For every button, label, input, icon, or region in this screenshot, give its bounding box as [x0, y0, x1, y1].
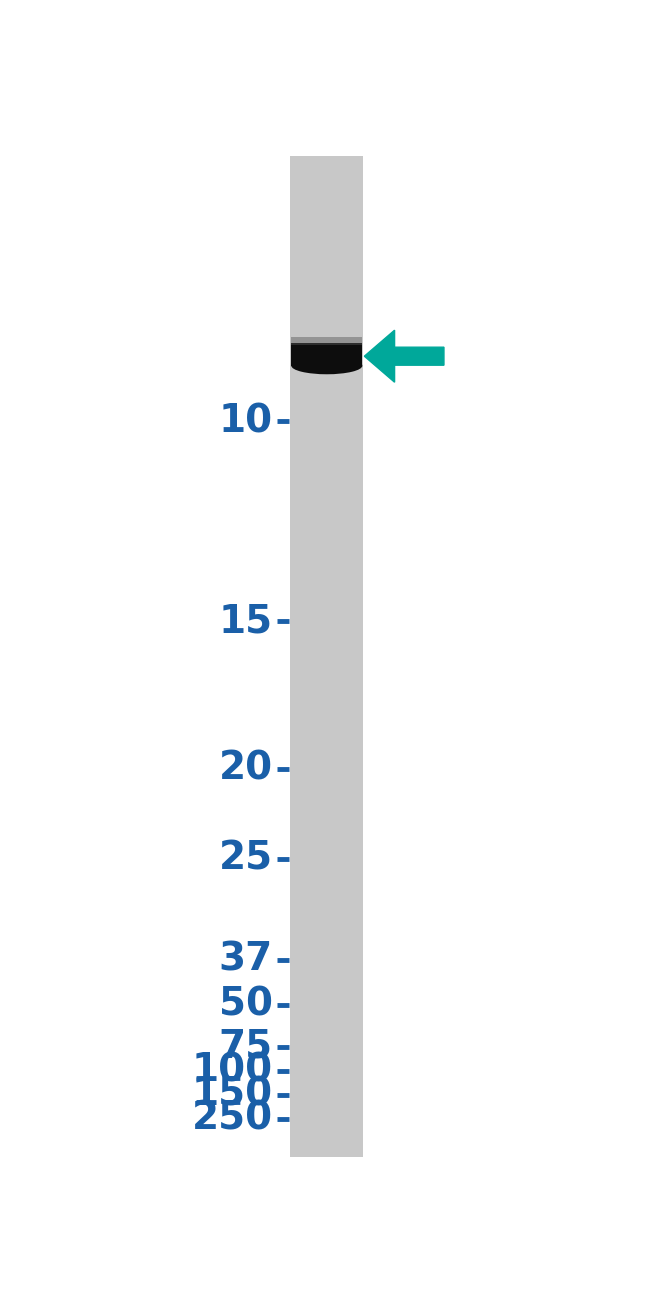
Text: 37: 37: [218, 941, 273, 979]
Text: 50: 50: [218, 985, 273, 1024]
Bar: [291, 156, 363, 1157]
Text: 20: 20: [218, 750, 273, 788]
FancyArrow shape: [365, 330, 444, 382]
Bar: [291, 337, 362, 344]
Text: 10: 10: [218, 402, 273, 441]
Text: 100: 100: [192, 1052, 273, 1089]
Text: 250: 250: [192, 1100, 273, 1138]
Text: 25: 25: [218, 840, 273, 878]
Ellipse shape: [291, 358, 362, 374]
Bar: [291, 343, 362, 365]
Text: 150: 150: [192, 1076, 273, 1114]
Text: 75: 75: [218, 1028, 273, 1066]
Text: 15: 15: [218, 602, 273, 641]
